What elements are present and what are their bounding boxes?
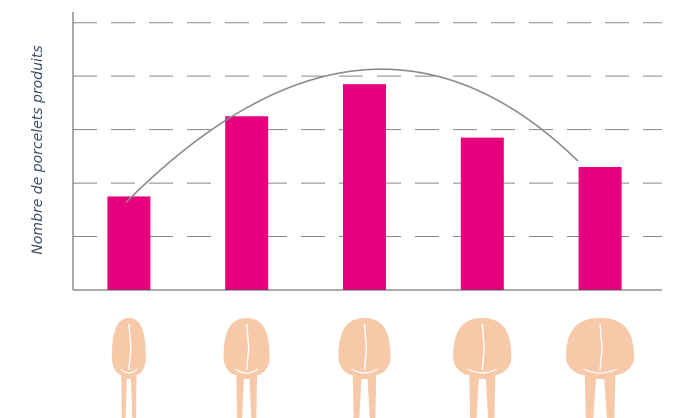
gridlines [73,22,662,238]
category-icons [111,318,635,418]
y-axis-label: Nombre de porcelets produits [30,45,46,254]
pig-rear-fat-icon [453,318,512,418]
bar [343,84,386,290]
bar [578,167,622,290]
pig-rear-very-thin-icon [111,318,146,418]
bar [460,137,504,290]
bars [107,84,622,290]
pig-rear-very-fat-icon [566,318,635,418]
pig-rear-thin-icon [223,318,270,418]
pig-rear-ideal-icon [338,318,391,418]
bar [225,116,269,290]
bar [107,196,151,290]
trend-curve [125,68,579,204]
